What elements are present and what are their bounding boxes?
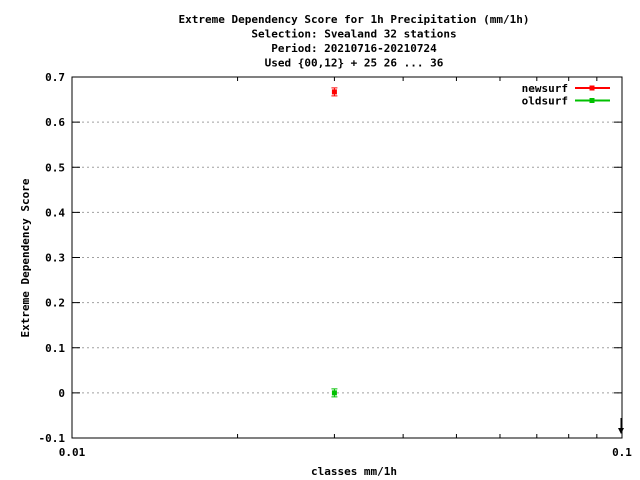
y-tick-label: 0.1 (45, 342, 65, 355)
y-tick-label: 0.2 (45, 297, 65, 310)
x-tick-label: 0.1 (612, 446, 632, 459)
legend-entry: oldsurf (522, 95, 610, 108)
y-axis-label: Extreme Dependency Score (19, 178, 32, 337)
y-tick-label: 0.7 (45, 71, 65, 84)
x-tick-label: 0.01 (59, 446, 86, 459)
point-oldsurf (331, 388, 338, 398)
y-tick-label: 0.5 (45, 161, 65, 174)
legend-marker (589, 85, 595, 91)
x-axis-label: classes mm/1h (311, 465, 397, 478)
legend-label: newsurf (522, 82, 568, 95)
y-tick-label: 0 (58, 387, 65, 400)
y-tick-label: 0.6 (45, 116, 65, 129)
title-line: Period: 20210716-20210724 (271, 42, 437, 55)
offscale-marker (618, 418, 624, 434)
title-line: Extreme Dependency Score for 1h Precipit… (179, 13, 530, 26)
y-tick-label: 0.4 (45, 206, 65, 219)
y-tick-label: -0.1 (39, 432, 66, 445)
title-line: Used {00,12} + 25 26 ... 36 (265, 57, 444, 70)
grid (72, 121, 622, 394)
data-points (331, 87, 338, 398)
point-newsurf (331, 87, 338, 97)
legend-label: oldsurf (522, 95, 568, 108)
chart-title: Extreme Dependency Score for 1h Precipit… (179, 13, 530, 70)
y-tick-label: 0.3 (45, 252, 65, 265)
legend-marker (589, 98, 595, 103)
legend-entry: newsurf (522, 82, 610, 95)
axis-ticks: -0.1 0 0.1 0.2 0.3 0.4 0.5 0.6 0.7 0.01 0.1 (39, 71, 633, 459)
title-line: Selection: Svealand 32 stations (251, 28, 456, 41)
